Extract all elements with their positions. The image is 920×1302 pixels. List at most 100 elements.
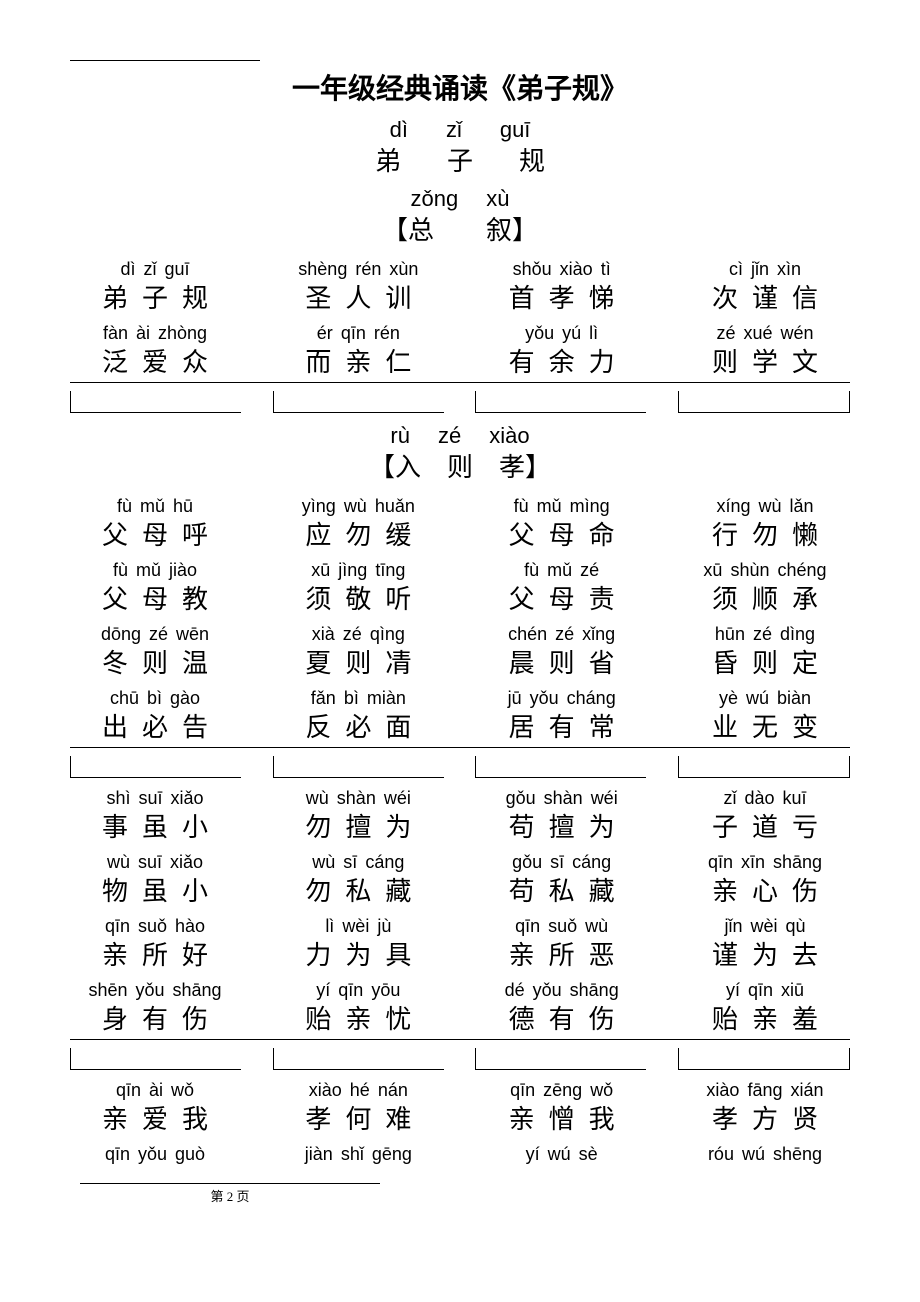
phrase: lìwèijù力为具 — [273, 916, 443, 972]
pinyin-syllable: yí — [726, 980, 740, 1001]
pinyin-syllable: yú — [562, 323, 581, 344]
pinyin-syllable: dé — [505, 980, 525, 1001]
phrase-hanzi: 亲憎我 — [491, 1099, 647, 1136]
verse-row: fùmǔjiào父母教xūjìngtīng须敬听fùmǔzé父母责xūshùnc… — [70, 560, 850, 616]
page-footer: 第 2 页 — [80, 1183, 380, 1205]
pinyin-syllable: qīn — [338, 980, 363, 1001]
pinyin-syllable: mǔ — [136, 560, 161, 581]
phrase: chénzéxǐng晨则省 — [477, 624, 647, 680]
pinyin-syllable: xīn — [741, 852, 765, 873]
separator-cell — [678, 756, 850, 778]
pinyin-syllable: fǎn — [311, 688, 336, 709]
pinyin-syllable: xíng — [716, 496, 750, 517]
pinyin-syllable: zhòng — [158, 323, 207, 344]
pinyin-syllable: wǒ — [590, 1080, 613, 1101]
pinyin-syllable: gǒu — [506, 788, 536, 809]
pinyin-syllable: xū — [311, 560, 330, 581]
separator-cell — [273, 756, 444, 778]
phrase: fùmǔmìng父母命 — [477, 496, 647, 552]
group-separator — [70, 391, 850, 413]
pinyin-syllable: chū — [110, 688, 139, 709]
phrase-hanzi: 圣人训 — [287, 278, 443, 315]
pinyin-syllable: wú — [548, 1144, 571, 1165]
section-header: zǒngxù【总 叙】 — [70, 186, 850, 247]
phrase: róuwúshēng — [680, 1144, 850, 1165]
phrase: jūyǒucháng居有常 — [477, 688, 647, 744]
pinyin-syllable: xià — [312, 624, 335, 645]
pinyin-syllable: shēn — [88, 980, 127, 1001]
phrase-hanzi: 泛爱众 — [84, 342, 240, 379]
phrase: yèwúbiàn业无变 — [680, 688, 850, 744]
pinyin-syllable: zǒng — [411, 186, 459, 212]
phrase-hanzi: 物虽小 — [84, 871, 240, 908]
pinyin-syllable: wèi — [750, 916, 777, 937]
pinyin-syllable: gào — [170, 688, 200, 709]
pinyin-syllable: shǒu — [513, 259, 552, 280]
phrase-hanzi: 而亲仁 — [287, 342, 443, 379]
phrase: érqīnrén而亲仁 — [273, 323, 443, 379]
pinyin-syllable: xiào — [560, 259, 593, 280]
pinyin-syllable: bì — [344, 688, 359, 709]
phrase: chūbìgào出必告 — [70, 688, 240, 744]
pinyin-syllable: shàn — [337, 788, 376, 809]
pinyin-syllable: lǎn — [789, 496, 813, 517]
pinyin-syllable: yí — [526, 1144, 540, 1165]
pinyin-syllable: zēng — [543, 1080, 582, 1101]
separator-cell — [475, 756, 646, 778]
pinyin-syllable: zǐ — [446, 117, 462, 143]
page-title: 一年级经典诵读《弟子规》 — [70, 67, 850, 107]
pinyin-syllable: qīn — [116, 1080, 141, 1101]
pinyin-syllable: jǐn — [724, 916, 742, 937]
title-char: 子 — [447, 141, 473, 178]
phrase: xiàohénán孝何难 — [273, 1080, 443, 1136]
phrase: qīnyǒuguò — [70, 1144, 240, 1165]
phrase-hanzi: 晨则省 — [491, 643, 647, 680]
phrase: fùmǔzé父母责 — [477, 560, 647, 616]
phrase: qīnzēngwǒ亲憎我 — [477, 1080, 647, 1136]
phrase: gǒushànwéi苟擅为 — [477, 788, 647, 844]
pinyin-syllable: xiū — [781, 980, 804, 1001]
phrase-hanzi: 贻亲忧 — [287, 999, 443, 1036]
phrase-hanzi: 孝何难 — [287, 1099, 443, 1136]
pinyin-syllable: guī — [500, 117, 531, 143]
pinyin-syllable: shǐ — [341, 1144, 364, 1165]
phrase: fànàizhòng泛爱众 — [70, 323, 240, 379]
separator-cell — [678, 391, 850, 413]
pinyin-syllable: shùn — [730, 560, 769, 581]
pinyin-syllable: xǐng — [582, 624, 615, 645]
pinyin-syllable: wú — [746, 688, 769, 709]
pinyin-syllable: mǔ — [537, 496, 562, 517]
pinyin-syllable: suī — [138, 788, 162, 809]
verse-row: qīnàiwǒ亲爱我xiàohénán孝何难qīnzēngwǒ亲憎我xiàofā… — [70, 1080, 850, 1136]
pinyin-syllable: guò — [175, 1144, 205, 1165]
phrase-hanzi: 亲所好 — [84, 935, 240, 972]
pinyin-syllable: chéng — [777, 560, 826, 581]
pinyin-syllable: yǒu — [138, 1144, 167, 1165]
phrase: qīnsuǒwù亲所恶 — [477, 916, 647, 972]
pinyin-syllable: yí — [316, 980, 330, 1001]
phrase-hanzi: 冬则温 — [84, 643, 240, 680]
phrase: dìzǐguī弟子规 — [70, 259, 240, 315]
pinyin-syllable: wù — [344, 496, 367, 517]
pinyin-syllable: qīn — [341, 323, 366, 344]
pinyin-syllable: mǔ — [140, 496, 165, 517]
phrase: dōngzéwēn冬则温 — [70, 624, 240, 680]
pinyin-syllable: cháng — [567, 688, 616, 709]
pinyin-syllable: xiào — [489, 423, 529, 449]
pinyin-syllable: fù — [524, 560, 539, 581]
pinyin-syllable: wén — [780, 323, 813, 344]
pinyin-syllable: hūn — [715, 624, 745, 645]
phrase: fùmǔjiào父母教 — [70, 560, 240, 616]
pinyin-syllable: jiào — [169, 560, 197, 581]
verse-row: qīnyǒuguòjiànshǐgēngyíwúsèróuwúshēng — [70, 1144, 850, 1165]
verse-row: fànàizhòng泛爱众érqīnrén而亲仁yǒuyúlì有余力zéxuéw… — [70, 323, 850, 383]
separator-cell — [678, 1048, 850, 1070]
pinyin-syllable: qīn — [708, 852, 733, 873]
pinyin-syllable: jū — [508, 688, 522, 709]
pinyin-syllable: fù — [117, 496, 132, 517]
separator-cell — [273, 391, 444, 413]
phrase-hanzi: 亲爱我 — [84, 1099, 240, 1136]
pinyin-syllable: yè — [719, 688, 738, 709]
pinyin-syllable: zé — [555, 624, 574, 645]
pinyin-syllable: zé — [343, 624, 362, 645]
